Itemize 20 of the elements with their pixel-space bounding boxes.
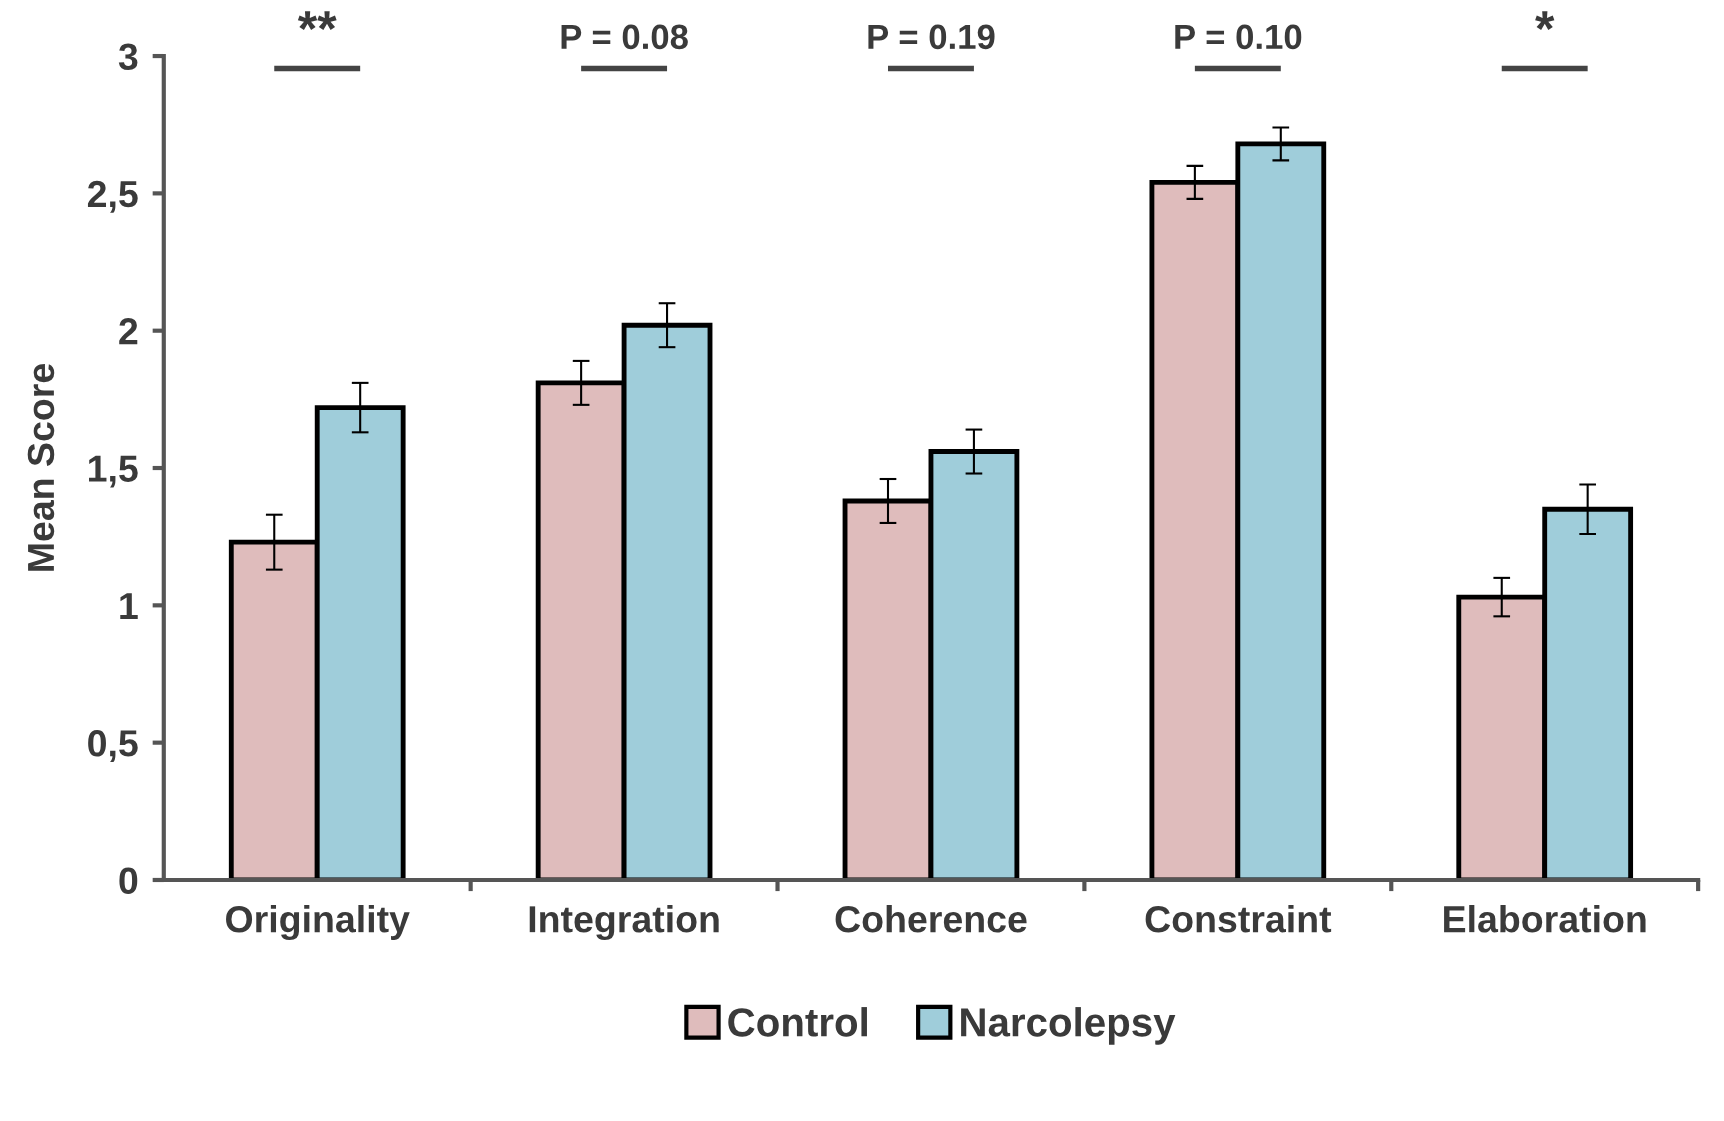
y-tick-label: 2 xyxy=(119,318,138,345)
text: P = 0.08 xyxy=(561,24,688,50)
x-tick-label: Constraint xyxy=(1145,904,1332,933)
x-tick-label: Originality xyxy=(226,904,410,941)
y-tick-label: 2,5 xyxy=(87,180,138,213)
y-tick-label: 0 xyxy=(119,867,138,894)
x-tick-label: Integration xyxy=(529,904,719,941)
legend-label: Control xyxy=(728,1007,867,1037)
x-tick-label: Elaboration xyxy=(1444,904,1646,933)
text: * xyxy=(1535,11,1555,30)
text: P = 0.10 xyxy=(1175,24,1302,50)
text: ** xyxy=(297,11,337,30)
x-tick-label: Coherence xyxy=(835,904,1027,933)
y-tick-label: 0,5 xyxy=(88,730,138,763)
y-tick-label: 1,5 xyxy=(89,455,138,488)
legend-label: Narcolepsy xyxy=(961,1007,1176,1045)
y-tick-label: 1 xyxy=(120,593,138,619)
y-axis-title: Mean Score xyxy=(27,364,55,571)
text: P = 0.19 xyxy=(868,24,995,50)
y-tick-label: 3 xyxy=(118,43,138,71)
